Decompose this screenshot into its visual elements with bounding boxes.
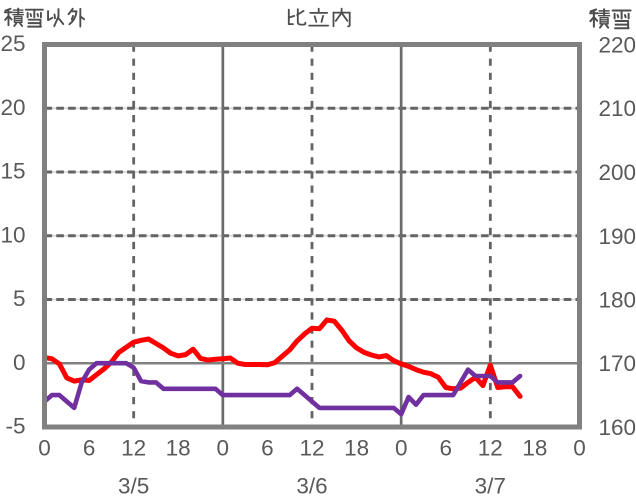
svg-text:0: 0 bbox=[38, 436, 51, 461]
svg-text:5: 5 bbox=[13, 286, 26, 311]
svg-text:0: 0 bbox=[217, 436, 230, 461]
svg-text:20: 20 bbox=[0, 95, 25, 120]
svg-text:210: 210 bbox=[599, 96, 636, 121]
svg-text:-5: -5 bbox=[5, 414, 25, 439]
svg-text:3/5: 3/5 bbox=[118, 473, 149, 498]
svg-text:180: 180 bbox=[599, 288, 636, 313]
svg-text:6: 6 bbox=[261, 436, 274, 461]
svg-text:6: 6 bbox=[440, 436, 453, 461]
svg-text:0: 0 bbox=[395, 436, 408, 461]
svg-text:170: 170 bbox=[599, 351, 636, 376]
svg-text:12: 12 bbox=[121, 436, 146, 461]
svg-text:18: 18 bbox=[166, 436, 191, 461]
svg-text:12: 12 bbox=[478, 436, 503, 461]
svg-text:12: 12 bbox=[299, 436, 324, 461]
svg-text:25: 25 bbox=[0, 31, 25, 56]
svg-text:0: 0 bbox=[573, 436, 586, 461]
svg-text:10: 10 bbox=[0, 222, 25, 247]
svg-text:200: 200 bbox=[599, 160, 636, 185]
svg-text:160: 160 bbox=[599, 415, 636, 440]
svg-text:6: 6 bbox=[83, 436, 96, 461]
svg-text:3/6: 3/6 bbox=[296, 473, 327, 498]
svg-text:18: 18 bbox=[344, 436, 369, 461]
svg-text:0: 0 bbox=[13, 350, 26, 375]
svg-text:15: 15 bbox=[0, 159, 25, 184]
svg-text:3/7: 3/7 bbox=[475, 473, 506, 498]
svg-text:190: 190 bbox=[599, 224, 636, 249]
svg-text:220: 220 bbox=[599, 33, 636, 58]
svg-text:18: 18 bbox=[522, 436, 547, 461]
